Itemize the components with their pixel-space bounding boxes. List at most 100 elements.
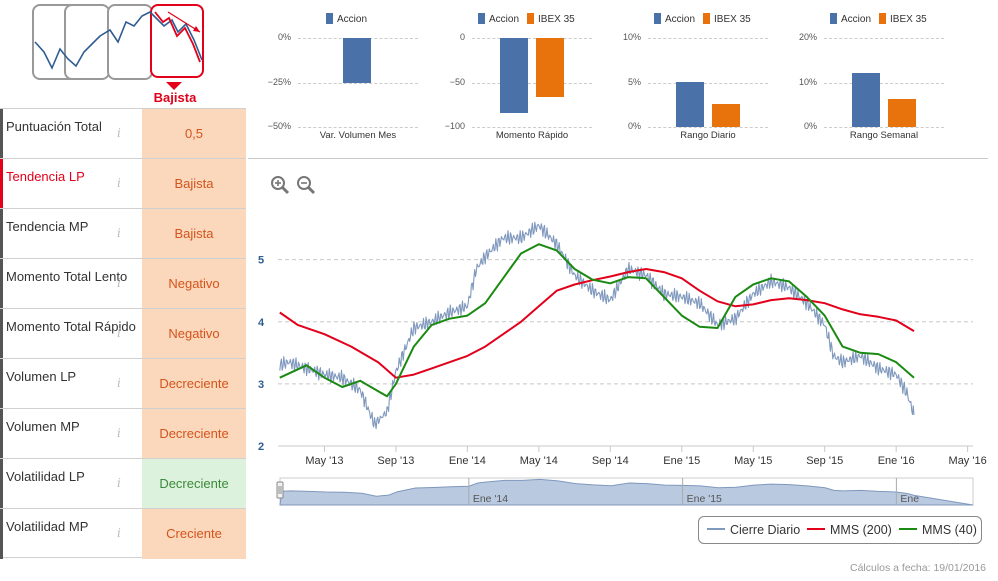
zoom-in-icon[interactable] (270, 175, 290, 195)
y-tick-label: 10% (622, 32, 641, 42)
x-tick-label: Ene '14 (449, 455, 486, 467)
legend-item-cierre[interactable]: Cierre Diario (707, 523, 800, 537)
calculation-date: Cálculos a fecha: 19/01/2016 (849, 562, 986, 574)
navigator-label: Ene '15 (687, 493, 722, 505)
y-tick-label: 2 (258, 441, 264, 453)
indicator-name: Puntuación Total (0, 109, 142, 159)
price-chart[interactable]: 2 3 4 5 May '13 Sep '13 Ene '14 May '14 Sep '14 E… (248, 160, 990, 515)
bar-accion[interactable] (500, 38, 528, 113)
info-icon[interactable]: i (117, 426, 121, 440)
indicator-row: Momento Total Lento i Negativo (0, 258, 246, 309)
x-tick-label: Sep '15 (806, 455, 843, 467)
indicator-name: Tendencia LP (0, 159, 142, 209)
y-tick-label: −50 (449, 76, 465, 87)
indicator-value: Decreciente (142, 359, 246, 409)
navigator-series (279, 478, 974, 506)
indicator-value: Negativo (142, 309, 246, 359)
legend-swatch (654, 13, 661, 24)
info-icon[interactable]: i (117, 376, 121, 390)
y-tick-label: 0% (627, 121, 641, 131)
series-cierre-diario[interactable] (279, 221, 915, 430)
bar-accion[interactable] (676, 81, 704, 127)
trend-lines-icon (34, 11, 203, 90)
bar-ibex[interactable] (888, 99, 916, 127)
legend-label: IBEX 35 (714, 14, 751, 25)
indicator-row: Volatilidad LP i Decreciente (0, 458, 246, 509)
grid-line (824, 82, 944, 84)
grid-line (824, 127, 944, 128)
trend-label: Bajista (153, 90, 197, 105)
trend-icons (30, 4, 235, 90)
grid-line (472, 38, 592, 39)
mini-legend: Accion IBEX 35 (830, 13, 927, 25)
x-tick-label: May '15 (734, 455, 772, 467)
legend-swatch (478, 13, 485, 24)
legend-item-mms40[interactable]: MMS (40) (899, 523, 977, 537)
legend-line-mms40 (899, 528, 917, 530)
bar-ibex[interactable] (536, 38, 564, 97)
indicator-value: Decreciente (142, 459, 246, 509)
mini-legend: Accion IBEX 35 (654, 13, 751, 25)
mini-chart: Accion IBEX 35 20% 10% 0% Rango Semanal (788, 0, 958, 150)
legend-label: IBEX 35 (890, 14, 927, 25)
info-icon[interactable]: i (117, 226, 121, 240)
y-tick-label: 0 (459, 32, 465, 42)
mini-chart-title: Rango Diario (680, 130, 736, 141)
indicator-row: Volumen LP i Decreciente (0, 358, 246, 409)
separator (248, 158, 988, 159)
legend-label: IBEX 35 (538, 14, 575, 25)
indicator-table: Puntuación Total i 0,5 Tendencia LP i Bajista… (0, 108, 246, 559)
info-icon[interactable]: i (117, 326, 121, 340)
legend-swatch (527, 13, 535, 24)
x-tick-label: May '16 (949, 455, 987, 467)
y-tick-label: 0% (803, 121, 817, 131)
info-icon[interactable]: i (117, 176, 121, 190)
y-tick-label: 0% (277, 32, 291, 42)
indicator-row: Volumen MP i Decreciente (0, 408, 246, 459)
x-tick-label: May '14 (520, 455, 558, 467)
grid-line (298, 127, 418, 128)
indicator-name: Volatilidad MP (0, 509, 142, 559)
indicator-row: Puntuación Total i 0,5 (0, 108, 246, 159)
y-tick-label: 5% (627, 76, 641, 87)
indicator-name: Momento Total Rápido (0, 309, 142, 359)
navigator-handle-left[interactable] (276, 481, 284, 499)
indicator-row: Volatilidad MP i Creciente (0, 508, 246, 559)
indicator-value: Bajista (142, 209, 246, 259)
legend-label: Accion (841, 14, 872, 25)
indicator-row: Tendencia MP i Bajista (0, 208, 246, 259)
grid-line (824, 38, 944, 39)
y-tick-label: 10% (798, 76, 817, 87)
bar-ibex[interactable] (712, 103, 740, 127)
navigator-label: Ene '14 (473, 493, 508, 505)
zoom-out-icon[interactable] (296, 175, 316, 195)
series-mms-200[interactable] (279, 268, 915, 379)
mini-legend: Accion (326, 13, 367, 25)
mini-chart-title: Momento Rápido (495, 130, 569, 141)
indicator-name: Volumen LP (0, 359, 142, 409)
legend-label: Accion (665, 14, 696, 25)
trend-flat-icon (64, 4, 110, 80)
y-tick-label: 5 (258, 255, 264, 267)
indicator-name: Tendencia MP (0, 209, 142, 259)
indicator-row: Tendencia LP i Bajista (0, 158, 246, 209)
legend-item-mms200[interactable]: MMS (200) (807, 523, 892, 537)
grid-line (472, 82, 592, 84)
legend-line-mms200 (807, 528, 825, 530)
x-tick-label: Sep '13 (377, 455, 414, 467)
navigator-label: Ene (900, 493, 919, 505)
y-tick-label: −100 (444, 121, 465, 131)
mini-chart: Accion IBEX 35 10% 5% 0% Rango Diario (612, 0, 782, 150)
legend-swatch (703, 13, 711, 24)
info-icon[interactable]: i (117, 526, 121, 540)
indicator-name: Volatilidad LP (0, 459, 142, 509)
grid-line (648, 127, 768, 128)
series-mms-40[interactable] (279, 243, 915, 398)
legend-label: Accion (337, 14, 368, 25)
bar-accion[interactable] (852, 72, 880, 127)
legend-swatch (879, 13, 887, 24)
info-icon[interactable]: i (117, 276, 121, 290)
info-icon[interactable]: i (117, 126, 121, 140)
info-icon[interactable]: i (117, 476, 121, 490)
bar-accion[interactable] (343, 38, 371, 84)
